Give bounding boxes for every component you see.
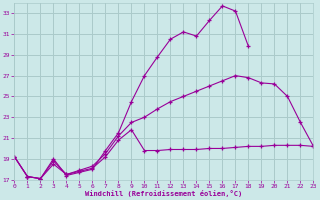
X-axis label: Windchill (Refroidissement éolien,°C): Windchill (Refroidissement éolien,°C) [85,190,243,197]
